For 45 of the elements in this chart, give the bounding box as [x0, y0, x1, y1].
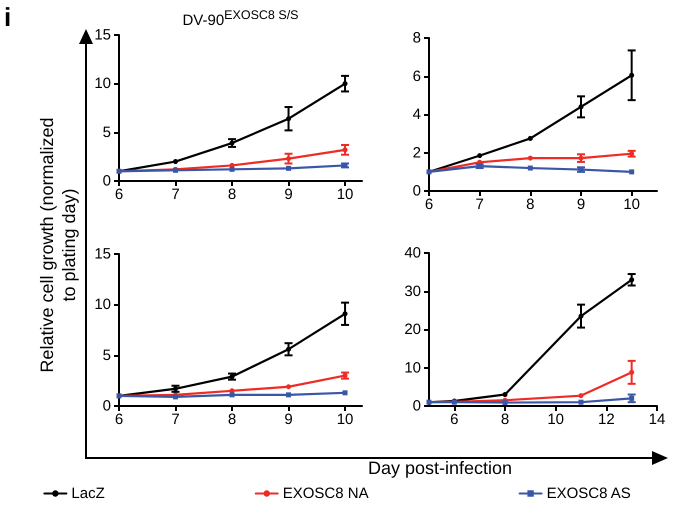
- legend-label: EXOSC8 AS: [546, 485, 631, 502]
- y-tick-label: 5: [102, 124, 111, 141]
- x-tick-label: 8: [526, 196, 535, 213]
- x-tick-label: 9: [284, 411, 293, 428]
- x-tick-label: 10: [336, 186, 354, 203]
- y-tick-label: 30: [404, 282, 421, 300]
- y-tick-label: 15: [94, 26, 111, 44]
- y-tick-label: 5: [102, 346, 111, 364]
- y-tick-label: 0: [412, 182, 421, 200]
- x-tick-label: 6: [114, 411, 124, 428]
- x-axis-title: Day post-infection: [366, 458, 514, 479]
- y-tick-label: 2: [412, 144, 421, 162]
- y-tick-label: 10: [404, 359, 421, 376]
- x-tick-label: 10: [336, 411, 354, 428]
- x-tick-label: 6: [114, 186, 124, 203]
- y-tick-label: 10: [94, 296, 111, 314]
- x-tick-label: 8: [500, 411, 510, 428]
- y-tick-label: 6: [412, 68, 421, 85]
- y-tick-label: 8: [412, 30, 421, 46]
- y-tick-label: 4: [412, 106, 421, 123]
- y-tick-label: 10: [94, 75, 111, 92]
- x-tick-label: 7: [475, 196, 484, 213]
- x-tick-label: 9: [284, 186, 293, 203]
- x-tick-label: 8: [228, 186, 236, 203]
- y-tick-label: 0: [412, 398, 421, 414]
- x-tick-label: 8: [228, 411, 236, 428]
- x-tick-label: 7: [171, 186, 180, 203]
- x-tick-label: 10: [547, 411, 564, 428]
- x-tick-label: 7: [171, 411, 180, 428]
- y-axis-title: Relative cell growth (normalized to plating day): [36, 116, 80, 375]
- y-tick-label: 0: [102, 398, 111, 414]
- y-tick-label: 40: [404, 244, 421, 262]
- y-tick-label: 15: [94, 246, 111, 262]
- y-tick-label: 20: [404, 321, 421, 338]
- chart-title: DV-90$^{EXOSC8 S/S}$: [181, 8, 300, 29]
- text: i: [4, 2, 12, 33]
- x-tick-label: 10: [623, 196, 640, 213]
- legend-label: EXOSC8 NA: [282, 485, 369, 502]
- legend-label: LacZ: [71, 485, 105, 502]
- y-tick-label: 0: [102, 172, 111, 190]
- x-tick-label: 6: [424, 196, 434, 213]
- x-tick-label: 9: [576, 196, 586, 213]
- x-tick-label: 12: [598, 411, 615, 428]
- x-tick-label: 14: [648, 411, 666, 428]
- x-tick-label: 6: [450, 411, 459, 428]
